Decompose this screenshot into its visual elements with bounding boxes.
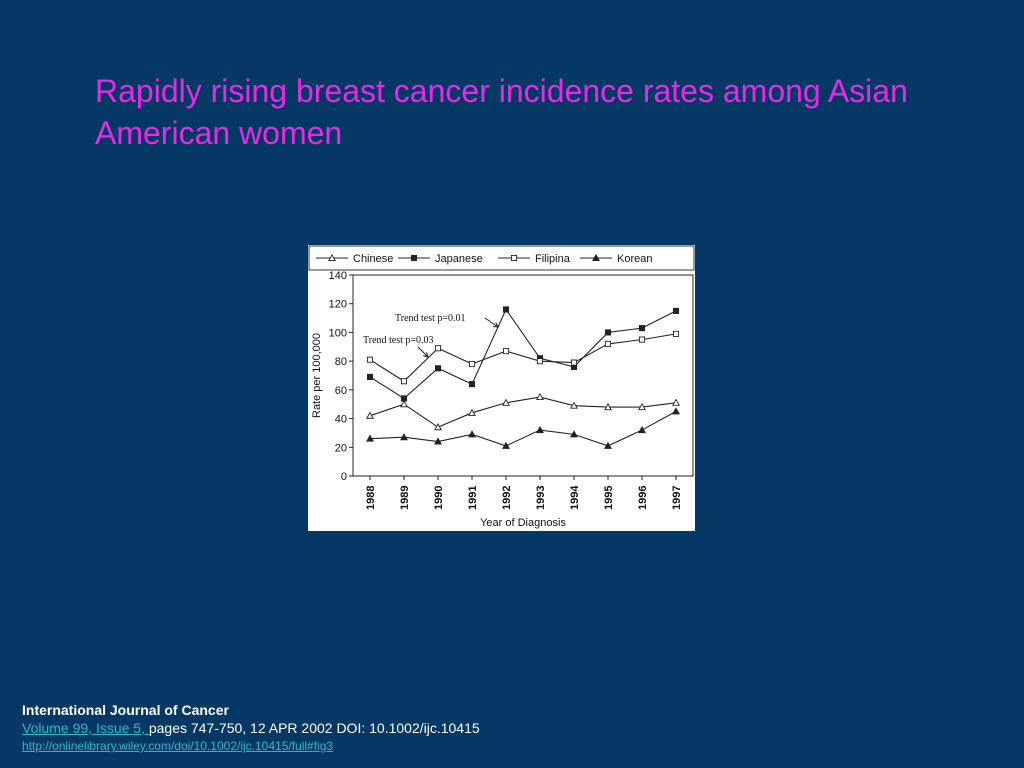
citation-details: pages 747-750, 12 APR 2002 DOI: 10.1002/… (148, 720, 480, 736)
data-point-marker (366, 356, 374, 363)
data-point-marker (604, 441, 612, 449)
data-point-marker (592, 253, 600, 262)
data-point-marker (604, 402, 612, 411)
legend-label-japanese: Japanese (435, 253, 483, 265)
data-point-marker (672, 398, 680, 406)
data-point-marker (366, 434, 374, 442)
chart-axes: 0 20 40 60 80 100 120 140 1988 1989 1990 1991 1992 19… (311, 270, 694, 529)
data-point-marker (536, 392, 544, 401)
data-point-marker (502, 398, 510, 406)
data-point-marker (604, 329, 612, 336)
citation-details-line: Volume 99, Issue 5, pages 747-750, 12 AP… (22, 719, 480, 737)
x-axis-label: Year of Diagnosis (480, 517, 566, 529)
chart-svg: Chinese Japanese Filipina Korean 0 20 40 60 80 1… (308, 245, 695, 529)
x-tick-label: 1993 (535, 486, 547, 510)
data-point-marker (638, 336, 646, 343)
x-tick-label: 1990 (433, 486, 445, 510)
data-point-marker (410, 254, 418, 262)
chart-legend: Chinese Japanese Filipina Korean (308, 245, 695, 271)
x-tick-label: 1991 (467, 486, 479, 510)
data-point-marker (434, 365, 442, 372)
annotation-label: Trend test p=0.01 (395, 313, 466, 324)
data-point-marker (400, 400, 408, 408)
data-point-marker (400, 433, 408, 441)
series-line-japanese (369, 308, 677, 400)
series-line-filipina (369, 333, 677, 382)
chart-series (366, 306, 680, 449)
annotation-arrow-line (417, 346, 429, 358)
data-point-marker (434, 437, 442, 445)
data-point-marker (570, 359, 578, 366)
data-point-marker (672, 407, 680, 415)
data-point-marker (468, 381, 476, 388)
annotation-arrow-line (484, 317, 499, 328)
line-chart: Chinese Japanese Filipina Korean 0 20 40 60 80 1… (308, 245, 695, 531)
annotation-arrow-head (423, 352, 429, 358)
data-point-marker (570, 401, 578, 409)
data-point-marker (502, 306, 510, 313)
x-tick-label: 1988 (365, 486, 377, 510)
x-tick-label: 1994 (569, 485, 581, 510)
data-point-marker (604, 340, 612, 347)
y-tick-label: 20 (335, 442, 347, 454)
data-point-marker (638, 325, 646, 332)
series-line-chinese (369, 396, 677, 428)
x-tick-label: 1995 (603, 486, 615, 510)
data-point-marker (536, 358, 544, 365)
citation-journal: International Journal of Cancer (22, 702, 229, 718)
data-point-marker (434, 345, 442, 352)
data-point-marker (536, 425, 544, 434)
y-tick-label: 80 (335, 356, 347, 368)
annotation-label: Trend test p=0.03 (363, 335, 434, 346)
chart-annotations: Trend test p=0.01 Trend test p=0.03 (363, 313, 499, 358)
legend-label-filipina: Filipina (535, 253, 571, 265)
x-tick-label: 1992 (501, 486, 513, 510)
x-tick-label: 1996 (637, 486, 649, 510)
data-point-marker (468, 360, 476, 368)
data-point-marker (510, 254, 518, 262)
data-point-marker (366, 411, 374, 419)
x-tick-label: 1989 (399, 486, 411, 510)
data-point-marker (468, 430, 476, 438)
data-point-marker (502, 441, 510, 449)
y-axis-label: Rate per 100,000 (311, 333, 323, 418)
data-point-marker (502, 348, 510, 355)
plot-frame (352, 274, 694, 477)
data-point-marker (400, 395, 408, 402)
legend-label-korean: Korean (617, 253, 652, 265)
annotation-arrow-head (492, 322, 499, 328)
data-point-marker (638, 425, 646, 434)
article-url-link[interactable]: http://onlinelibrary.wiley.com/doi/10.10… (22, 739, 334, 753)
y-tick-label: 100 (329, 327, 347, 339)
y-tick-label: 140 (329, 270, 347, 282)
y-tick-label: 60 (335, 385, 347, 397)
series-line-korean (369, 410, 677, 447)
data-point-marker (366, 373, 374, 380)
data-point-marker (434, 423, 442, 431)
volume-link[interactable]: Volume 99, Issue 5, (22, 720, 149, 736)
legend-label-chinese: Chinese (353, 253, 393, 265)
data-point-marker (570, 430, 578, 438)
data-point-marker (328, 253, 336, 262)
data-point-marker (638, 402, 646, 411)
x-tick-label: 1997 (671, 486, 683, 510)
data-point-marker (400, 378, 408, 385)
slide-title: Rapidly rising breast cancer incidence r… (95, 73, 908, 151)
data-point-marker (672, 307, 680, 314)
data-point-marker (468, 408, 476, 416)
citation: International Journal of Cancer Volume 9… (22, 701, 480, 755)
y-tick-label: 0 (341, 471, 347, 483)
data-point-marker (672, 330, 680, 337)
y-tick-label: 40 (335, 414, 347, 426)
y-tick-label: 120 (329, 299, 347, 311)
